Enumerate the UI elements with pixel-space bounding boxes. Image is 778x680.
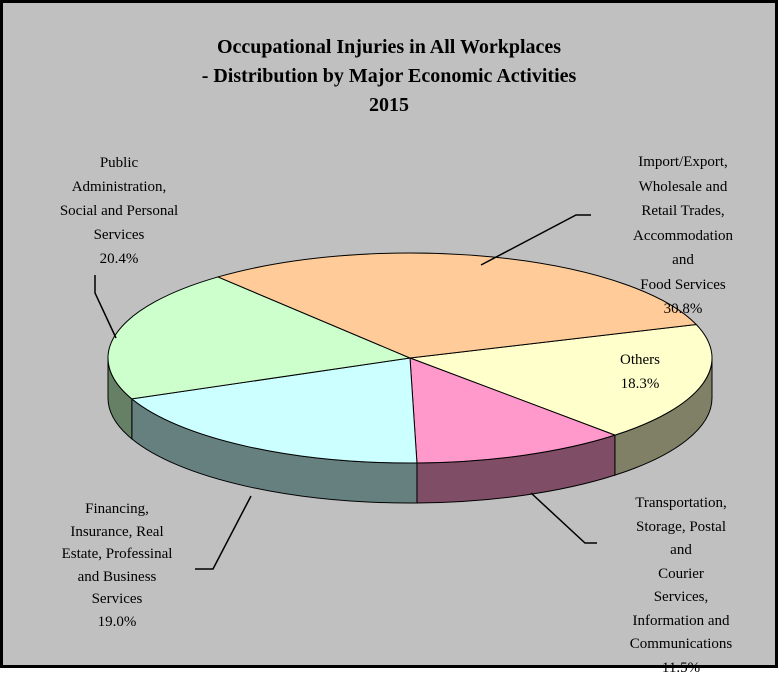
leader-line [95,275,116,338]
leader-line [531,493,597,543]
slice-label: Public Administration, Social and Person… [60,151,178,271]
category-label: Others [620,348,660,372]
chart-title: Occupational Injuries in All Workplaces … [3,33,775,120]
value-label: 11.5% [630,657,733,680]
slice-label: Import/Export, Wholesale and Retail Trad… [633,150,733,322]
value-label: 18.3% [620,372,660,396]
slice-label: Financing, Insurance, Real Estate, Profe… [62,498,173,633]
leader-line [195,496,251,569]
category-label: Import/Export, Wholesale and Retail Trad… [633,150,733,297]
value-label: 19.0% [62,611,173,634]
category-label: Financing, Insurance, Real Estate, Profe… [62,498,173,611]
slice-label: Transportation, Storage, Postal and Cour… [630,492,733,680]
category-label: Transportation, Storage, Postal and Cour… [630,492,733,657]
value-label: 30.8% [633,297,733,322]
value-label: 20.4% [60,247,178,271]
category-label: Public Administration, Social and Person… [60,151,178,247]
